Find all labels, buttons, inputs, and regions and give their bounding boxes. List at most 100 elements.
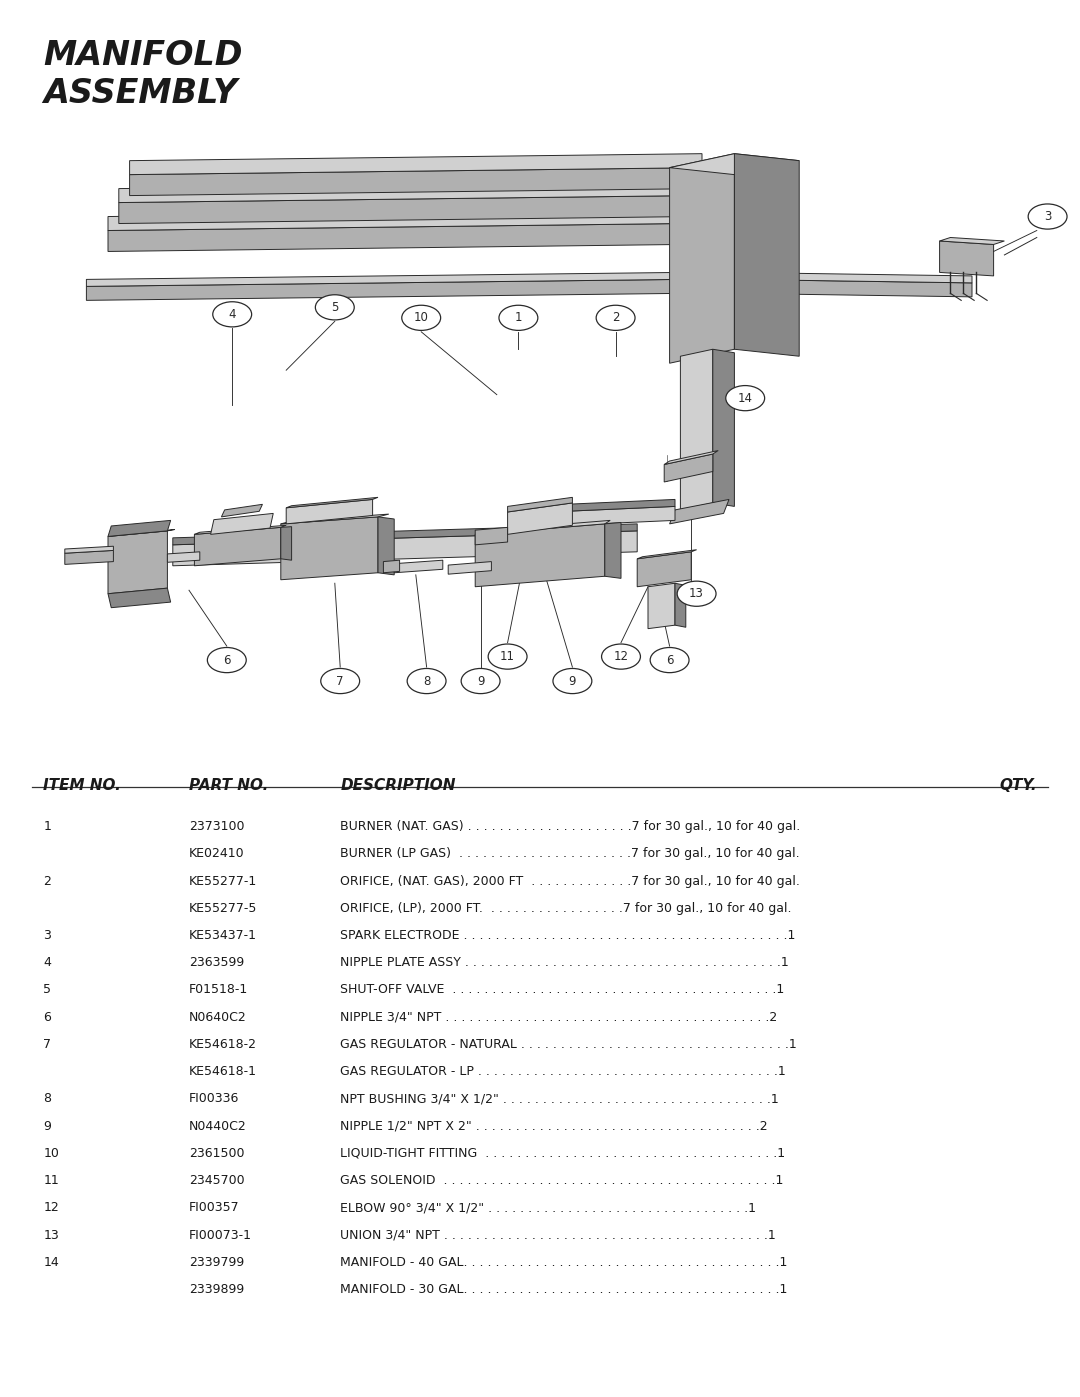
Text: 10: 10	[414, 312, 429, 324]
Text: 5: 5	[332, 300, 338, 314]
Polygon shape	[664, 454, 713, 482]
Text: 11: 11	[43, 1173, 59, 1187]
Text: 2361500: 2361500	[189, 1147, 244, 1160]
Text: 9: 9	[477, 675, 484, 687]
Polygon shape	[475, 521, 610, 535]
Text: FI00357: FI00357	[189, 1201, 240, 1214]
Text: GAS REGULATOR - NATURAL . . . . . . . . . . . . . . . . . . . . . . . . . . . . : GAS REGULATOR - NATURAL . . . . . . . . …	[340, 1038, 797, 1051]
Text: 7: 7	[337, 675, 343, 687]
Text: N0440C2: N0440C2	[189, 1120, 246, 1133]
Text: 2363599: 2363599	[189, 956, 244, 970]
Text: F01518-1: F01518-1	[189, 983, 248, 996]
Polygon shape	[518, 507, 675, 528]
Text: NPT BUSHING 3/4" X 1/2" . . . . . . . . . . . . . . . . . . . . . . . . . . . . : NPT BUSHING 3/4" X 1/2" . . . . . . . . …	[340, 1092, 779, 1105]
Circle shape	[1028, 204, 1067, 229]
Polygon shape	[130, 154, 702, 175]
Text: FI00073-1: FI00073-1	[189, 1229, 252, 1242]
Text: 13: 13	[43, 1229, 59, 1242]
Circle shape	[726, 386, 765, 411]
Text: NIPPLE 1/2" NPT X 2" . . . . . . . . . . . . . . . . . . . . . . . . . . . . . .: NIPPLE 1/2" NPT X 2" . . . . . . . . . .…	[340, 1120, 768, 1133]
Circle shape	[321, 669, 360, 694]
Circle shape	[207, 648, 246, 673]
Text: KE55277-1: KE55277-1	[189, 875, 257, 887]
Circle shape	[650, 648, 689, 673]
Polygon shape	[734, 154, 799, 356]
Polygon shape	[518, 500, 675, 514]
Text: MANIFOLD - 30 GAL. . . . . . . . . . . . . . . . . . . . . . . . . . . . . . . .: MANIFOLD - 30 GAL. . . . . . . . . . . .…	[340, 1284, 787, 1296]
Polygon shape	[86, 279, 680, 300]
Polygon shape	[670, 500, 729, 524]
Text: GAS SOLENOID  . . . . . . . . . . . . . . . . . . . . . . . . . . . . . . . . . : GAS SOLENOID . . . . . . . . . . . . . .…	[340, 1173, 784, 1187]
Text: 3: 3	[1044, 210, 1051, 224]
Text: KE54618-2: KE54618-2	[189, 1038, 257, 1051]
Polygon shape	[448, 562, 491, 574]
Polygon shape	[108, 224, 680, 251]
Circle shape	[499, 306, 538, 331]
Text: KE53437-1: KE53437-1	[189, 929, 257, 942]
Polygon shape	[119, 196, 691, 224]
Text: 6: 6	[666, 654, 673, 666]
Polygon shape	[194, 528, 281, 566]
Polygon shape	[675, 584, 686, 627]
Text: 14: 14	[738, 391, 753, 405]
Circle shape	[402, 306, 441, 331]
Text: 4: 4	[229, 307, 235, 321]
Polygon shape	[281, 527, 292, 560]
Polygon shape	[475, 524, 605, 587]
Polygon shape	[734, 272, 972, 284]
Text: BURNER (NAT. GAS) . . . . . . . . . . . . . . . . . . . . .7 for 30 gal., 10 for: BURNER (NAT. GAS) . . . . . . . . . . . …	[340, 820, 800, 833]
Polygon shape	[65, 550, 113, 564]
Polygon shape	[637, 550, 697, 559]
Polygon shape	[734, 279, 972, 298]
Text: 1: 1	[515, 312, 522, 324]
Text: NIPPLE 3/4" NPT . . . . . . . . . . . . . . . . . . . . . . . . . . . . . . . . : NIPPLE 3/4" NPT . . . . . . . . . . . . …	[340, 1011, 778, 1024]
Text: 3: 3	[43, 929, 51, 942]
Circle shape	[213, 302, 252, 327]
Polygon shape	[108, 521, 171, 536]
Polygon shape	[475, 528, 508, 545]
Text: BURNER (LP GAS)  . . . . . . . . . . . . . . . . . . . . . .7 for 30 gal., 10 fo: BURNER (LP GAS) . . . . . . . . . . . . …	[340, 847, 800, 861]
Polygon shape	[940, 237, 1004, 244]
Text: GAS REGULATOR - LP . . . . . . . . . . . . . . . . . . . . . . . . . . . . . . .: GAS REGULATOR - LP . . . . . . . . . . .…	[340, 1066, 786, 1078]
Text: UNION 3/4" NPT . . . . . . . . . . . . . . . . . . . . . . . . . . . . . . . . .: UNION 3/4" NPT . . . . . . . . . . . . .…	[340, 1229, 775, 1242]
Text: DESCRIPTION: DESCRIPTION	[340, 778, 456, 793]
Text: KE54618-1: KE54618-1	[189, 1066, 257, 1078]
Polygon shape	[713, 349, 734, 507]
Text: NIPPLE PLATE ASSY . . . . . . . . . . . . . . . . . . . . . . . . . . . . . . . : NIPPLE PLATE ASSY . . . . . . . . . . . …	[340, 956, 789, 970]
Text: KE02410: KE02410	[189, 847, 245, 861]
Text: 6: 6	[224, 654, 230, 666]
Text: 7: 7	[43, 1038, 51, 1051]
Text: 2: 2	[43, 875, 51, 887]
Polygon shape	[680, 349, 713, 510]
Text: 12: 12	[43, 1201, 59, 1214]
Text: QTY.: QTY.	[999, 778, 1037, 793]
Text: 2339899: 2339899	[189, 1284, 244, 1296]
Text: 2339799: 2339799	[189, 1256, 244, 1268]
Polygon shape	[508, 497, 572, 513]
Text: 12: 12	[613, 650, 629, 664]
Polygon shape	[670, 154, 799, 175]
Circle shape	[553, 669, 592, 694]
Polygon shape	[383, 560, 400, 573]
Polygon shape	[194, 525, 286, 535]
Polygon shape	[221, 504, 262, 517]
Polygon shape	[281, 517, 378, 580]
Polygon shape	[119, 182, 691, 203]
Text: ASSEMBLY: ASSEMBLY	[43, 77, 238, 110]
Polygon shape	[86, 272, 680, 286]
Polygon shape	[670, 154, 734, 363]
Text: 2345700: 2345700	[189, 1173, 245, 1187]
Circle shape	[315, 295, 354, 320]
Polygon shape	[648, 584, 675, 629]
Text: 8: 8	[423, 675, 430, 687]
Text: ORIFICE, (NAT. GAS), 2000 FT  . . . . . . . . . . . . .7 for 30 gal., 10 for 40 : ORIFICE, (NAT. GAS), 2000 FT . . . . . .…	[340, 875, 800, 887]
Polygon shape	[65, 546, 113, 553]
Text: 9: 9	[43, 1120, 51, 1133]
Text: 8: 8	[43, 1092, 51, 1105]
Polygon shape	[637, 552, 691, 587]
Polygon shape	[108, 531, 167, 594]
Text: FI00336: FI00336	[189, 1092, 240, 1105]
Polygon shape	[508, 503, 572, 535]
Polygon shape	[664, 450, 718, 464]
Polygon shape	[281, 514, 389, 524]
